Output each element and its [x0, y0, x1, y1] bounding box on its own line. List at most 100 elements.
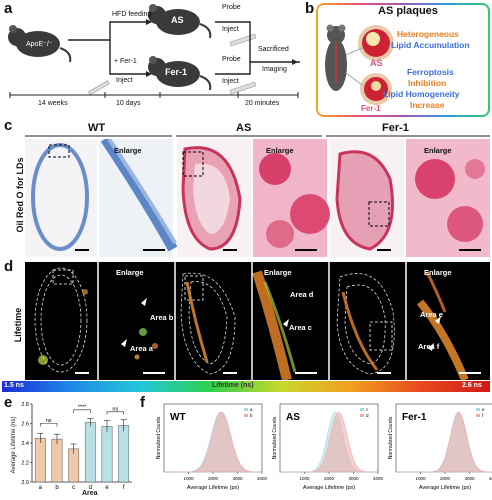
legend-swatch — [244, 414, 248, 417]
enlarge-label-c2: Enlarge — [266, 146, 294, 155]
fer-inject-label-1: + Fer-1 — [114, 58, 137, 65]
panel-b-graphics — [325, 24, 394, 105]
col-label-as: AS — [236, 122, 252, 134]
hist-xtick-label: 3000 — [232, 476, 243, 481]
bar-ytick-label: 2.6 — [21, 422, 29, 428]
bar-xtick-label: b — [55, 485, 59, 491]
mouse-fer-icon — [148, 56, 212, 91]
probe-inject-1b: Inject — [222, 26, 239, 33]
legend-swatch — [476, 408, 480, 411]
panel-b-title: AS plaques — [378, 5, 438, 17]
panel-c-label: c — [4, 117, 13, 134]
ferroptosis-label: Ferroptosis — [407, 67, 454, 77]
standing-mouse-icon — [325, 24, 347, 91]
histogram-curve-f — [396, 411, 492, 473]
lipid-accumulation-label: Lipid Accumulation — [391, 40, 470, 50]
hist-xtick-label: 3000 — [348, 476, 359, 481]
histogram-curve-b — [164, 411, 263, 473]
hist-xtick-label: 4000 — [257, 476, 268, 481]
hist-xtick-label: 1000 — [183, 476, 194, 481]
enlarge-label-c1: Enlarge — [114, 146, 142, 155]
sig-bracket — [106, 411, 124, 415]
col-label-fer: Fer-1 — [382, 122, 409, 134]
panel-b-as-label: AS — [370, 58, 383, 68]
histogram-charts: WT ab 1000 2000 3000 4000 Average Lifetime (ps… — [156, 403, 492, 491]
fer-vessel-icon — [360, 73, 392, 105]
lifetime-images — [25, 262, 490, 380]
bar-b — [51, 438, 63, 483]
bar-e — [101, 426, 113, 483]
hist-xtick-label: 2000 — [440, 476, 451, 481]
legend-label: e — [482, 407, 485, 412]
legend-label: c — [366, 407, 369, 412]
bar-xlabel: Area — [82, 490, 98, 497]
mouse-as-label: AS — [171, 15, 184, 25]
hist-xtick-label: 4000 — [489, 476, 492, 481]
bar-ytick-label: 2.4 — [21, 441, 29, 447]
panel-a-label: a — [4, 0, 13, 17]
bar-ytick-label: 2.8 — [21, 402, 29, 408]
imaging-label: Imaging — [262, 66, 287, 73]
area-c-label: Area c — [289, 323, 312, 332]
sig-label: ns — [112, 406, 118, 412]
legend-label: b — [250, 413, 253, 418]
hist-xtick-label: 1000 — [415, 476, 426, 481]
oil-red-images — [25, 139, 490, 257]
as-vessel-icon — [358, 25, 394, 61]
hist-xlabel: Average Lifetime (ps) — [303, 485, 355, 491]
panel-f-label: f — [140, 394, 145, 411]
bar-xtick-label: e — [105, 485, 109, 491]
enlarge-label-d2: Enlarge — [264, 268, 292, 277]
hist-ylabel: Normalized Counts — [272, 416, 278, 459]
panel-b-label: b — [305, 0, 315, 17]
area-e-label: Area e — [420, 310, 443, 319]
inhibition-label: Inhibition — [408, 78, 447, 88]
bar-ytick-label: 2.2 — [21, 461, 29, 467]
histogram-Fer-1: Fer-1 ef 1000 2000 3000 4000 Average Lifetime … — [388, 403, 492, 491]
row-label-lifetime: Lifetime — [13, 307, 23, 343]
colorbar-min-label: 1.5 ns — [4, 382, 24, 389]
legend-swatch — [360, 408, 364, 411]
panel-b-fer-label: Fer-1 — [361, 104, 381, 113]
timeline-10-days: 10 days — [116, 100, 141, 107]
enlarge-label-c3: Enlarge — [424, 146, 452, 155]
panel-b-box — [316, 3, 490, 117]
fer-inject-label-2: Inject — [116, 77, 133, 84]
histogram-title: Fer-1 — [402, 412, 427, 423]
bar-xtick-label: f — [123, 485, 125, 491]
hist-ylabel: Normalized Counts — [156, 416, 162, 459]
histogram-AS: AS cd 1000 2000 3000 4000 Average Lifetime (ps… — [272, 403, 384, 491]
legend-label: a — [250, 407, 253, 412]
sig-bracket — [40, 423, 58, 427]
panel-a-diagram — [8, 4, 300, 98]
bar-d — [84, 422, 96, 483]
mouse-apoe-icon — [8, 25, 72, 63]
hist-ylabel: Normalized Counts — [388, 416, 394, 459]
probe-inject-2b: Inject — [222, 78, 239, 85]
hfd-label: HFD feeding — [112, 11, 152, 18]
area-a-label: Area a — [130, 344, 153, 353]
syringe-icon-3 — [88, 80, 110, 96]
hist-xlabel: Average Lifetime (ps) — [419, 485, 471, 491]
timeline-20-minutes: 20 minutes — [245, 100, 280, 107]
legend-label: f — [482, 413, 484, 418]
colorbar-max-label: 2.6 ns — [462, 382, 482, 389]
histogram-curve-d — [280, 411, 379, 473]
lipid-homogeneity-label: Lipid Homogeneity — [383, 89, 460, 99]
area-d-label: Area d — [290, 290, 314, 299]
hist-xtick-label: 1000 — [299, 476, 310, 481]
bar-c — [68, 448, 80, 483]
area-f-label: Area f — [418, 342, 440, 351]
area-b-label: Area b — [150, 313, 174, 322]
bar-xtick-label: c — [72, 485, 75, 491]
probe-inject-2a: Probe — [222, 56, 241, 63]
panel-e-label: e — [4, 394, 13, 411]
hist-xtick-label: 2000 — [208, 476, 219, 481]
sacrificed-label: Sacrificed — [258, 46, 289, 53]
sig-bracket — [73, 409, 91, 413]
bar-a — [34, 437, 46, 483]
probe-inject-1a: Probe — [222, 4, 241, 11]
panel-d-label: d — [4, 258, 14, 275]
enlarge-label-d3: Enlarge — [424, 268, 452, 277]
syringe-icon-2 — [229, 81, 257, 95]
